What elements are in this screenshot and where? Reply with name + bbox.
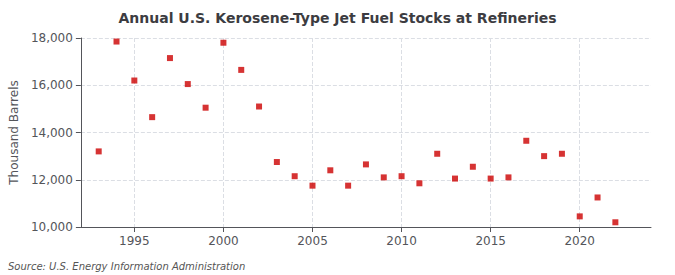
svg-text:18,000: 18,000 bbox=[31, 31, 73, 45]
svg-text:14,000: 14,000 bbox=[31, 126, 73, 140]
svg-text:2015: 2015 bbox=[475, 234, 506, 248]
svg-text:2000: 2000 bbox=[208, 234, 239, 248]
svg-text:16,000: 16,000 bbox=[31, 78, 73, 92]
svg-text:Thousand Barrels: Thousand Barrels bbox=[7, 80, 21, 185]
svg-text:2005: 2005 bbox=[297, 234, 328, 248]
svg-text:2010: 2010 bbox=[386, 234, 417, 248]
svg-text:2020: 2020 bbox=[564, 234, 595, 248]
svg-text:Annual U.S. Kerosene-Type Jet: Annual U.S. Kerosene-Type Jet Fuel Stock… bbox=[118, 10, 556, 26]
svg-text:12,000: 12,000 bbox=[31, 173, 73, 187]
svg-text:1995: 1995 bbox=[119, 234, 150, 248]
svg-text:Source: U.S. Energy Informatio: Source: U.S. Energy Information Administ… bbox=[8, 261, 245, 272]
svg-text:10,000: 10,000 bbox=[31, 220, 73, 234]
